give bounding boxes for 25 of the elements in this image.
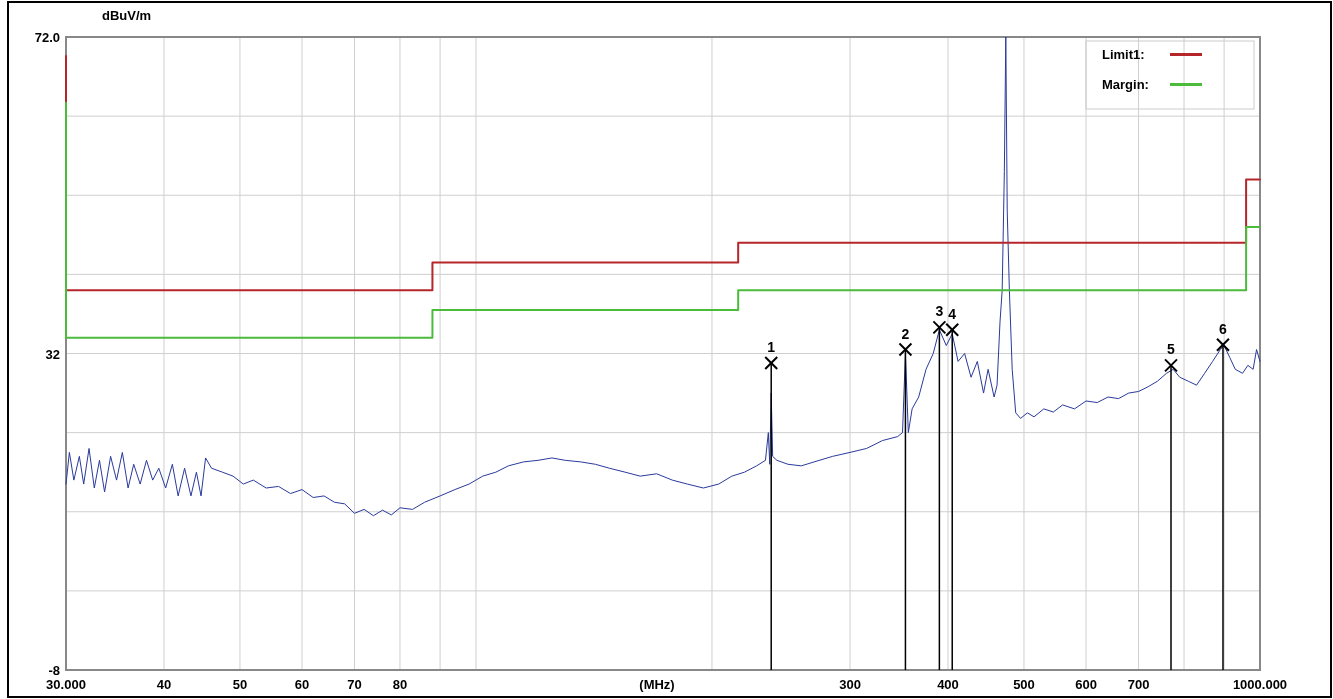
x-tick-label: 30.000 [46,677,86,692]
x-tick-label: 1000.000 [1232,677,1288,692]
annotation: 1 [767,338,776,355]
annotation: 5 [1167,341,1176,358]
y-axis-title: dBuV/m [102,8,152,23]
x-tick-label: 40 [156,677,172,692]
annotation: 4 [948,305,957,322]
y-tick-label: 72.0 [34,30,60,45]
legend-label: Margin: [1102,77,1149,92]
x-tick-label: 400 [937,677,959,692]
x-tick-label: 50 [232,677,248,692]
x-axis-title: (MHz) [639,677,675,692]
y-tick-label: 32 [45,346,60,362]
x-tick-label: 600 [1075,677,1097,692]
x-tick-label: 60 [294,677,310,692]
legend-label: Limit1: [1102,47,1145,62]
x-tick-label: 80 [392,677,408,692]
annotation: 2 [901,325,910,342]
x-tick-label: 70 [347,677,362,692]
x-tick-label: 300 [839,677,861,692]
x-tick-label: 500 [1013,677,1035,692]
annotation: 6 [1219,320,1228,337]
y-tick-label: -8 [48,663,60,678]
x-tick-label: 700 [1127,677,1150,692]
annotation: 3 [935,303,944,320]
